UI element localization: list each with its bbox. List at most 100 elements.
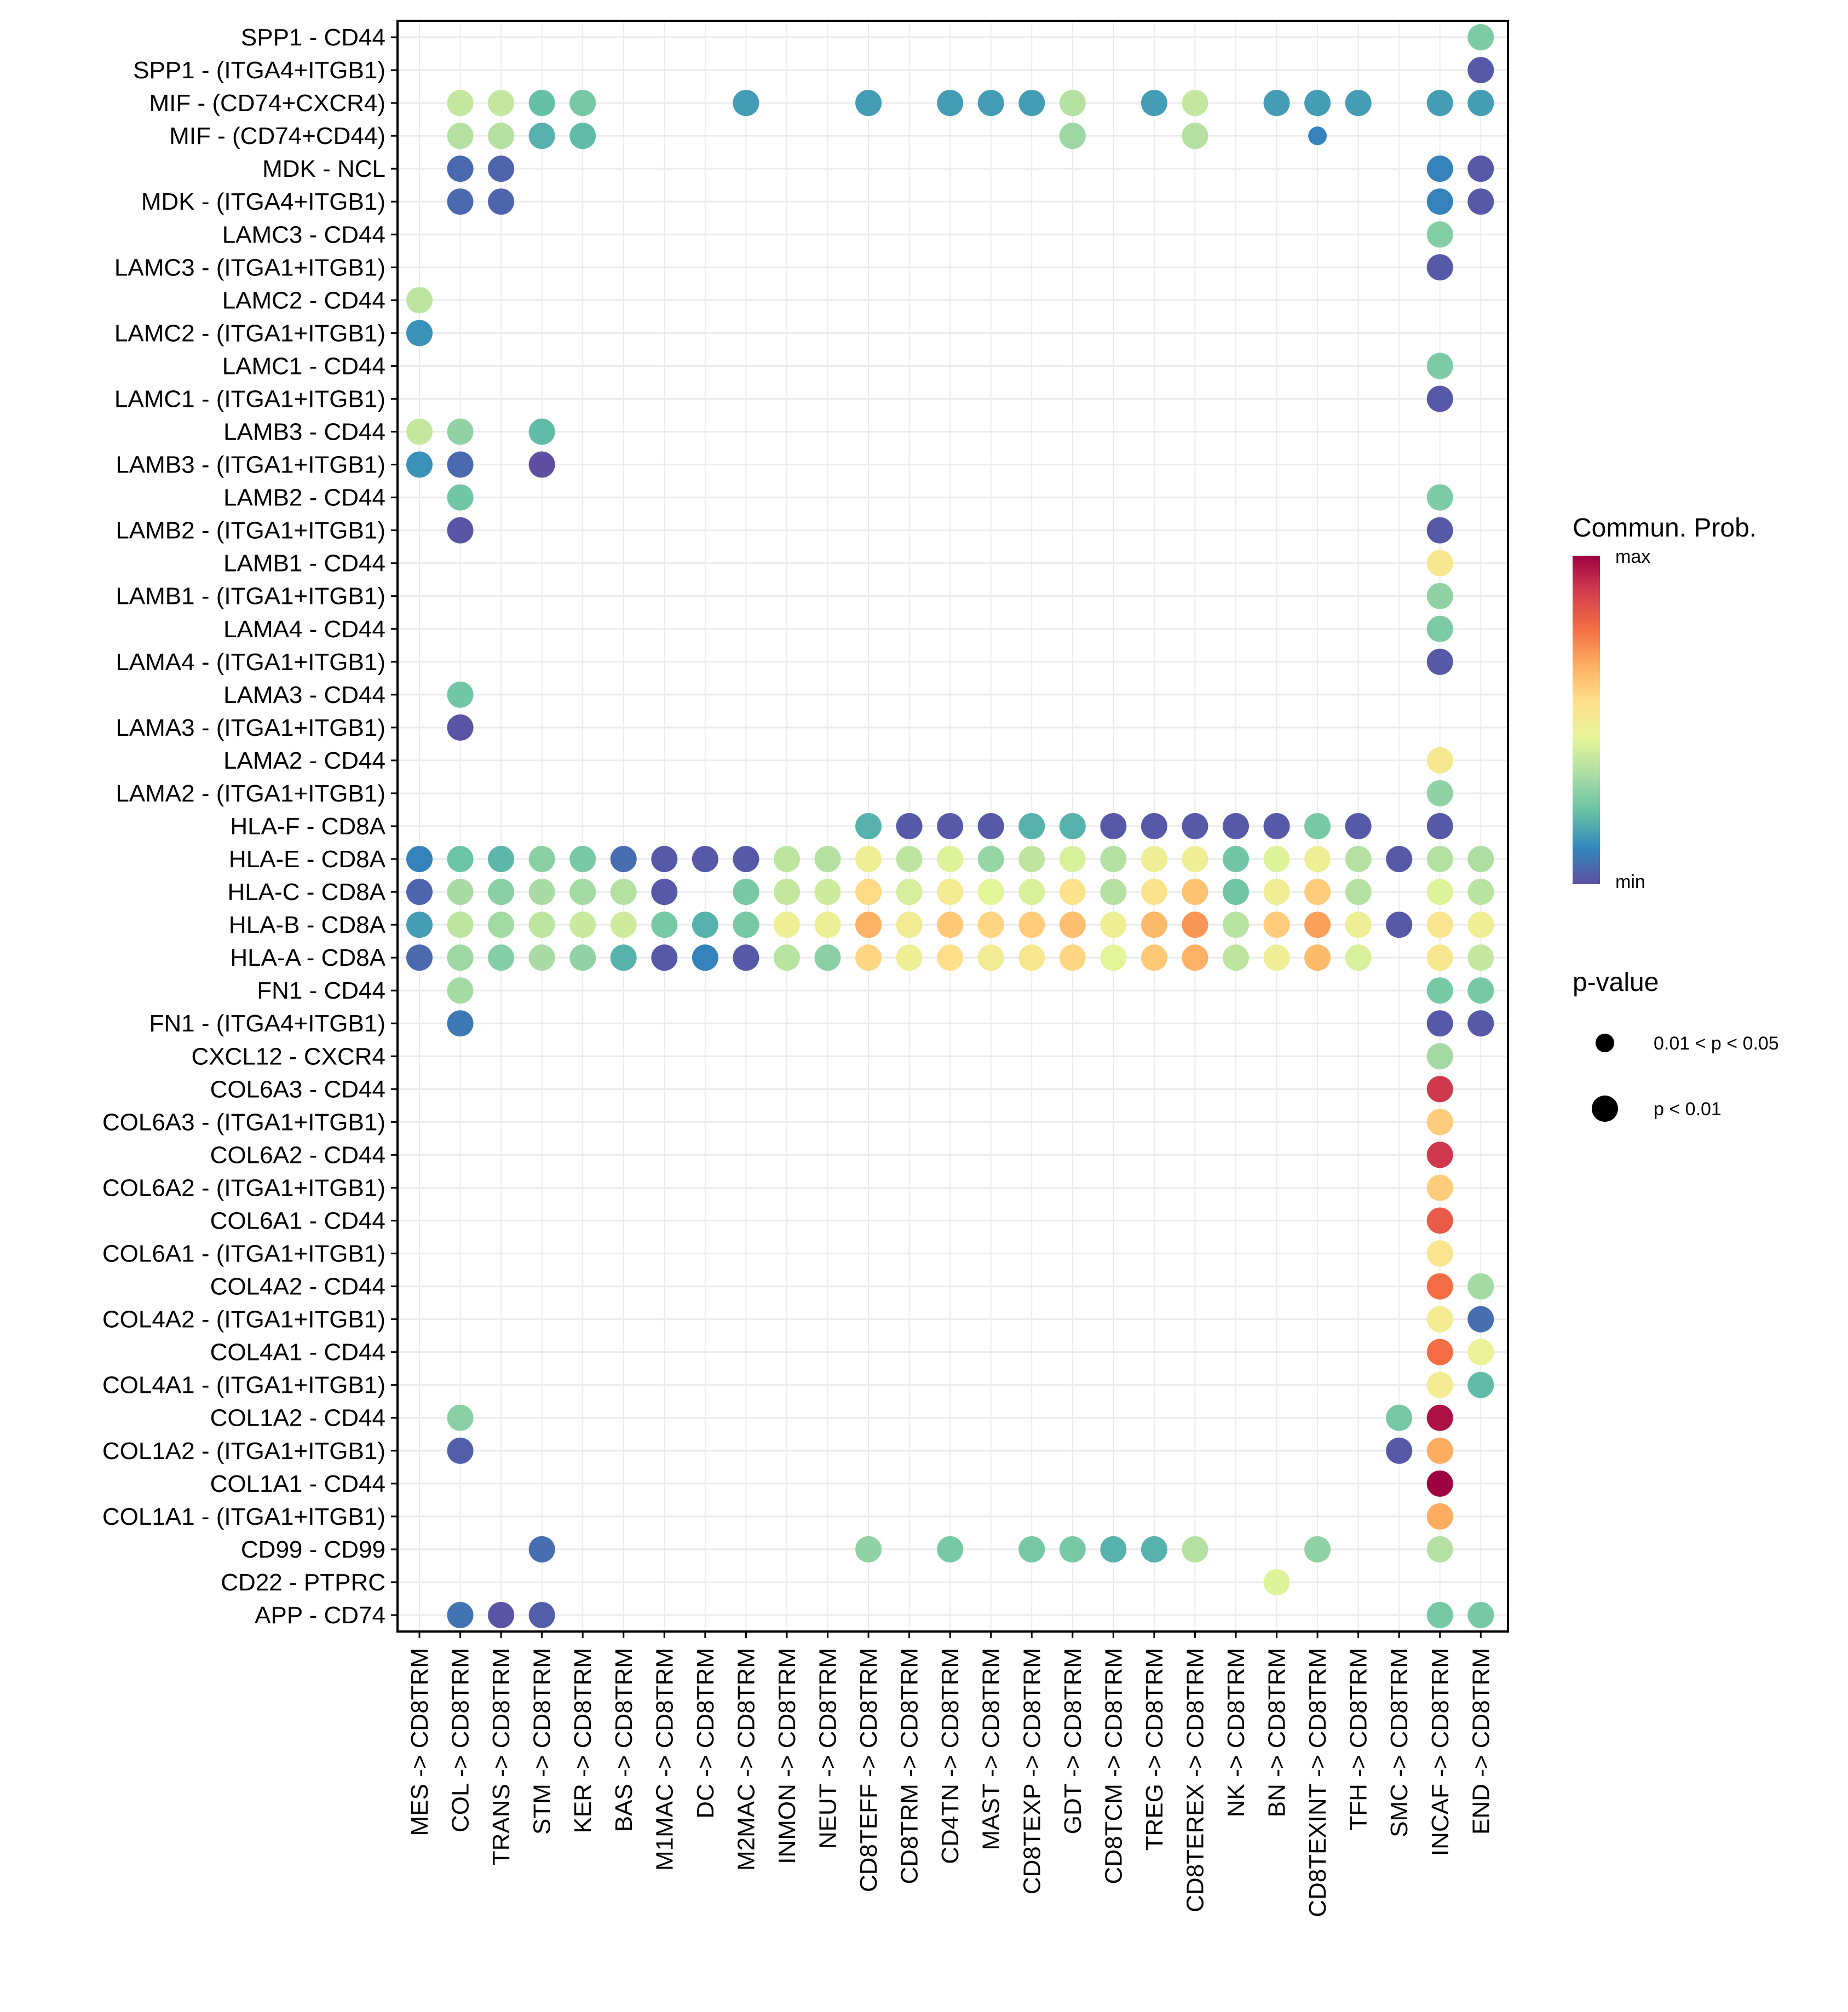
dot — [1345, 944, 1372, 971]
y-tick-label: COL6A3 - (ITGA1+ITGB1) — [102, 1109, 385, 1135]
dot — [447, 1010, 474, 1037]
dot — [896, 879, 923, 906]
dot — [528, 944, 555, 971]
dot — [1018, 90, 1045, 117]
y-tick-label: LAMB3 - (ITGA1+ITGB1) — [116, 452, 385, 479]
dot — [610, 879, 637, 906]
dot — [1345, 846, 1372, 873]
y-tick-label: FN1 - CD44 — [257, 977, 385, 1004]
dot — [1467, 57, 1494, 84]
dot — [1386, 1404, 1413, 1431]
y-tick-label: FN1 - (ITGA4+ITGB1) — [149, 1010, 385, 1037]
dot — [488, 188, 515, 215]
dot — [855, 944, 882, 971]
x-tick-label: STM -> CD8TRM — [529, 1648, 556, 1835]
dot — [855, 879, 882, 906]
y-tick-label: MIF - (CD74+CD44) — [169, 123, 385, 149]
dot — [1141, 879, 1167, 906]
y-tick-label: HLA-A - CD8A — [230, 944, 385, 971]
y-tick-label: LAMA3 - CD44 — [223, 682, 385, 708]
dot — [1467, 1601, 1494, 1628]
dot — [528, 418, 555, 445]
dot — [1059, 90, 1086, 117]
dot — [1141, 912, 1167, 938]
dot — [651, 879, 678, 906]
y-tick-label: COL4A2 - CD44 — [210, 1273, 385, 1300]
x-tick-label: CD8TEFF -> CD8TRM — [855, 1648, 882, 1892]
dot — [1100, 813, 1127, 839]
dot — [1304, 1536, 1331, 1563]
dot — [1059, 1536, 1086, 1563]
dot — [692, 912, 718, 938]
dot — [488, 912, 515, 938]
dot — [977, 944, 1004, 971]
colorbar — [1573, 556, 1600, 884]
dot — [1426, 155, 1453, 182]
dot — [406, 846, 433, 873]
dot — [1467, 24, 1494, 51]
dot — [406, 418, 433, 445]
y-tick-label: COL6A2 - CD44 — [210, 1142, 385, 1168]
dot — [977, 879, 1004, 906]
dot — [1018, 944, 1045, 971]
x-tick-label: DC -> CD8TRM — [692, 1648, 719, 1819]
dot — [733, 944, 759, 971]
dot — [1426, 188, 1453, 215]
y-tick-label: LAMA2 - (ITGA1+ITGB1) — [116, 780, 385, 807]
dot — [937, 90, 964, 117]
dot — [447, 714, 474, 741]
dot — [1426, 780, 1453, 806]
x-tick-label: INCAF -> CD8TRM — [1427, 1648, 1454, 1856]
y-tick-label: LAMB2 - (ITGA1+ITGB1) — [116, 517, 385, 544]
dot — [1263, 813, 1290, 839]
dot — [1345, 90, 1372, 117]
dot — [1426, 1306, 1453, 1333]
dot — [1426, 221, 1453, 248]
y-tick-label: LAMC1 - CD44 — [222, 353, 385, 379]
dot — [447, 879, 474, 906]
dot — [1426, 1174, 1453, 1201]
pvalue-legend-label-large: p < 0.01 — [1654, 1099, 1722, 1120]
dot — [447, 944, 474, 971]
dot — [1426, 353, 1453, 379]
dot — [1426, 517, 1453, 544]
dot — [1182, 1536, 1208, 1563]
dot — [1304, 944, 1331, 971]
dot — [937, 1536, 964, 1563]
dot — [977, 90, 1004, 117]
colorbar-max-label: max — [1615, 546, 1650, 567]
x-tick-label: TREG -> CD8TRM — [1141, 1648, 1168, 1850]
dot — [610, 944, 637, 971]
dot — [937, 813, 964, 839]
dot — [488, 123, 515, 149]
dot — [569, 912, 596, 938]
y-tick-label: LAMA3 - (ITGA1+ITGB1) — [116, 714, 385, 741]
dot — [855, 846, 882, 873]
dot — [1426, 1339, 1453, 1365]
dot — [937, 944, 964, 971]
x-tick-label: BN -> CD8TRM — [1264, 1648, 1291, 1817]
x-tick-label: NEUT -> CD8TRM — [815, 1648, 842, 1849]
dot — [1426, 944, 1453, 971]
dot — [610, 912, 637, 938]
dot — [406, 944, 433, 971]
dot — [1263, 944, 1290, 971]
x-tick-label: END -> CD8TRM — [1467, 1648, 1494, 1835]
dot — [528, 879, 555, 906]
dot — [406, 912, 433, 938]
x-tick-label: CD8TRM -> CD8TRM — [896, 1648, 923, 1884]
dot — [447, 846, 474, 873]
dot — [855, 813, 882, 839]
dot — [1345, 813, 1372, 839]
dot — [1345, 912, 1372, 938]
x-tick-label: CD8TCM -> CD8TRM — [1100, 1648, 1127, 1884]
x-tick-label: GDT -> CD8TRM — [1060, 1648, 1086, 1834]
dot — [977, 846, 1004, 873]
x-tick-label: MES -> CD8TRM — [406, 1648, 433, 1836]
y-tick-label: LAMC2 - CD44 — [222, 287, 385, 314]
y-tick-label: COL6A1 - (ITGA1+ITGB1) — [102, 1241, 385, 1267]
y-tick-label: COL1A2 - (ITGA1+ITGB1) — [102, 1438, 385, 1465]
y-tick-label: LAMA4 - (ITGA1+ITGB1) — [116, 649, 385, 676]
dot — [733, 846, 759, 873]
dot — [1263, 846, 1290, 873]
